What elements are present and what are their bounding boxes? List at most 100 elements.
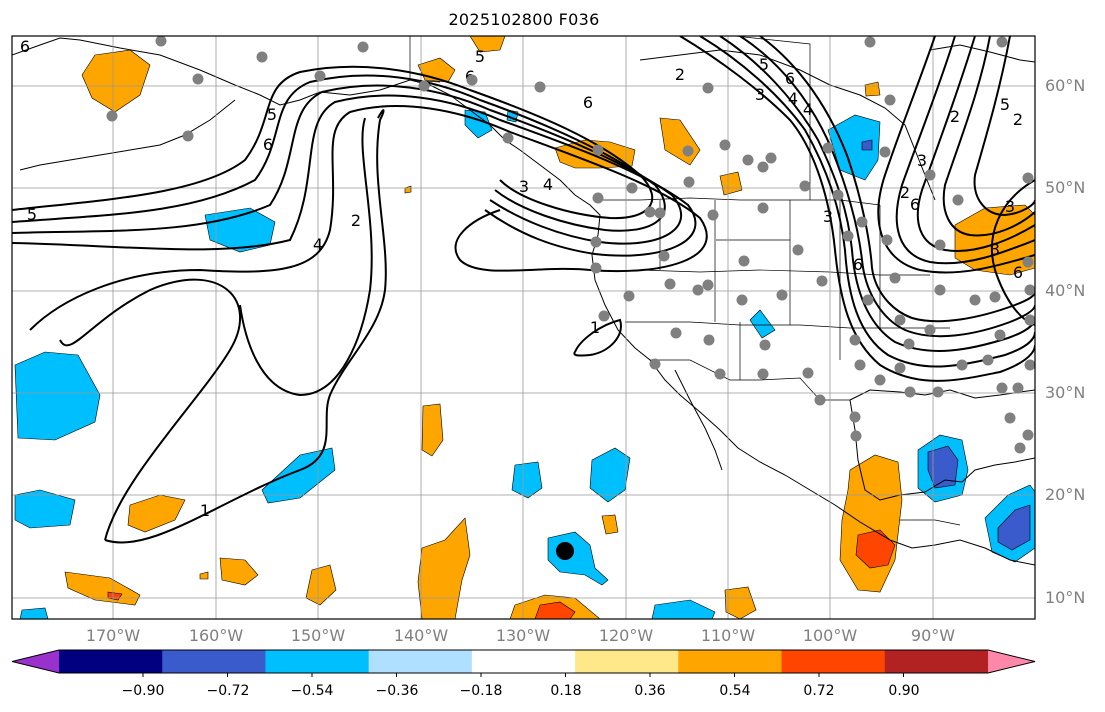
station-marker (832, 189, 844, 201)
contour-line (12, 84, 683, 245)
contour-label: 1 (200, 501, 210, 520)
colorbar-tick-label: 0.90 (888, 683, 920, 699)
coastline (639, 49, 936, 201)
station-marker (590, 262, 602, 274)
contour-label: 3 (755, 85, 765, 104)
contour-label: 6 (263, 135, 273, 154)
station-marker (765, 152, 777, 164)
map-frame (11, 35, 1036, 620)
contour-label: 6 (785, 69, 795, 88)
lat-label: 30°N (1045, 383, 1086, 402)
station-marker (874, 374, 886, 386)
contour-line (104, 109, 387, 544)
station-marker (894, 362, 906, 374)
contour-label: 2 (950, 107, 960, 126)
anomaly-patch (927, 445, 959, 489)
station-marker (849, 334, 861, 346)
colorbar-tick-label: −0.18 (459, 683, 503, 699)
contour-label: 6 (910, 195, 920, 214)
station-marker (924, 169, 936, 181)
station-marker (1014, 442, 1026, 454)
station-marker (816, 275, 828, 287)
station-marker (534, 81, 546, 93)
station-marker (822, 142, 834, 154)
station-marker (683, 176, 695, 188)
station-marker (1022, 172, 1034, 184)
anomaly-patch (589, 447, 631, 503)
station-marker (776, 289, 788, 301)
contour-label: 2 (1013, 110, 1023, 129)
contour-line (916, 36, 1035, 252)
anomaly-patch (219, 557, 259, 586)
colorbar-segment (162, 650, 266, 673)
station-marker (849, 411, 861, 423)
station-marker (592, 192, 604, 204)
border (734, 36, 811, 200)
lat-label: 50°N (1045, 178, 1086, 197)
anomaly-patch (64, 571, 141, 606)
contour-line (877, 36, 1035, 274)
contour-line (719, 36, 1035, 352)
contours (12, 36, 1035, 544)
station-marker (924, 324, 936, 336)
station-marker (814, 394, 826, 406)
contour-label: 3 (990, 240, 1000, 259)
anomaly-patch (724, 586, 757, 619)
station-marker (644, 206, 656, 218)
station-marker (692, 284, 704, 296)
station-marker (1024, 359, 1035, 371)
station-marker (719, 139, 731, 151)
contour-line (679, 36, 1035, 382)
station-marker (932, 386, 944, 398)
station-marker (850, 430, 862, 442)
station-marker (982, 354, 994, 366)
station-marker (881, 234, 893, 246)
station-marker (889, 272, 901, 284)
station-marker (702, 82, 714, 94)
anomaly-patch (534, 601, 576, 619)
station-marker (256, 51, 268, 63)
colorbar-segment (265, 650, 370, 673)
colorbar-segment (368, 650, 473, 673)
station-marker (1022, 256, 1034, 268)
station-marker (802, 367, 814, 379)
station-marker (894, 314, 906, 326)
station-marker (757, 161, 769, 173)
station-markers (106, 36, 1035, 454)
station-marker (956, 359, 968, 371)
contour-label: 3 (1005, 197, 1015, 216)
colorbar-segment (575, 650, 679, 673)
lat-label: 20°N (1045, 485, 1086, 504)
contour-line (239, 117, 373, 397)
station-marker (934, 239, 946, 251)
station-marker (757, 368, 769, 380)
station-marker (192, 73, 204, 85)
station-marker (314, 70, 326, 82)
anomaly-patch (199, 571, 209, 580)
coastline (19, 99, 236, 171)
colorbar-segment (781, 650, 886, 673)
contour-label: 5 (1000, 95, 1010, 114)
contour-label: 6 (583, 93, 593, 112)
contour-line (759, 36, 1035, 323)
contour-line (895, 36, 1035, 265)
station-marker (934, 284, 946, 296)
coastline (12, 37, 1035, 566)
coastline (961, 457, 1035, 483)
anomaly-patch (861, 139, 873, 151)
colorbar-outline (11, 649, 1036, 674)
lon-label: 160°W (188, 626, 244, 645)
colorbar-segment (678, 650, 783, 673)
station-marker (106, 110, 118, 122)
lon-label: 140°W (393, 626, 449, 645)
colorbar-extend-max (988, 650, 1035, 673)
contour-label: 3 (519, 177, 529, 196)
station-marker (670, 327, 682, 339)
lon-label: 90°W (910, 626, 956, 645)
station-marker (952, 194, 964, 206)
colorbar (11, 649, 1036, 677)
contour-line (12, 94, 697, 257)
contour-label: 6 (1013, 263, 1023, 282)
colorbar-tick-label: 0.18 (550, 683, 582, 699)
station-marker (742, 154, 754, 166)
